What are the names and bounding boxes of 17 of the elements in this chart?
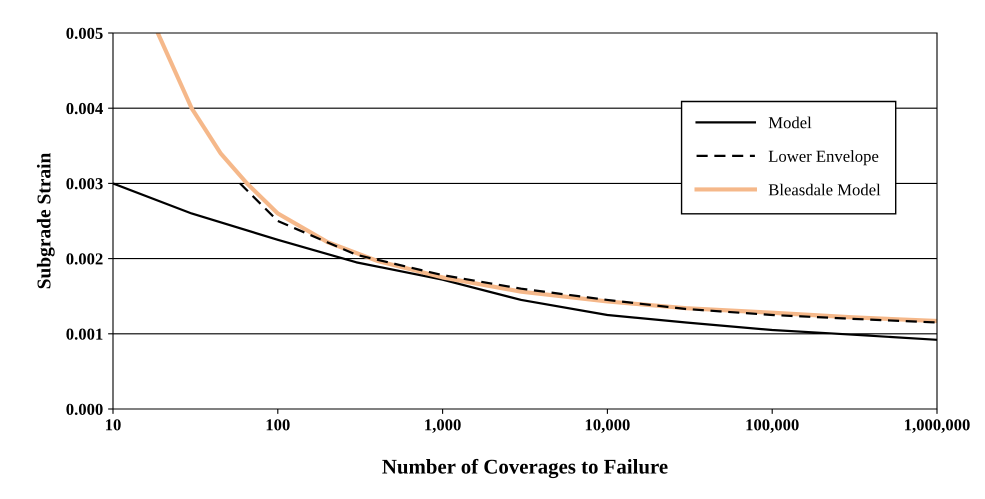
legend-label: Model <box>768 116 812 128</box>
y-tick-label: 0.004 <box>66 102 103 114</box>
y-tick-label: 0.001 <box>66 328 102 340</box>
legend-label: Bleasdale Model <box>768 184 880 196</box>
x-axis-title: Number of Coverages to Failure <box>382 458 668 478</box>
x-tick-label: 10,000 <box>586 419 630 433</box>
y-tick-label: 0.002 <box>66 253 103 265</box>
x-tick-label: 1,000,000 <box>905 419 970 433</box>
y-tick-label: 0.005 <box>66 28 103 40</box>
legend-label: Lower Envelope <box>768 150 878 166</box>
x-tick-label: 10 <box>106 419 121 430</box>
x-tick-label: 1,000 <box>425 419 461 433</box>
x-tick-label: 100,000 <box>746 419 799 433</box>
y-axis-title: Subgrade Strain <box>36 152 55 288</box>
y-tick-label: 0.000 <box>66 404 103 416</box>
y-tick-label: 0.003 <box>66 178 103 190</box>
x-tick-label: 100 <box>266 419 290 430</box>
